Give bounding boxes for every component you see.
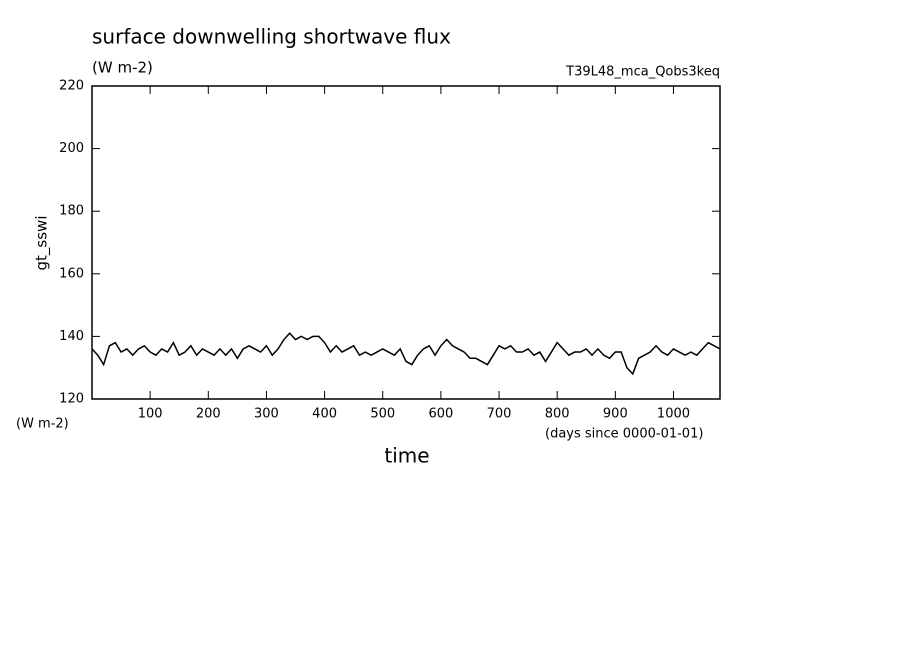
y-unit: (W m-2) — [16, 417, 69, 432]
y-tick-label: 220 — [59, 79, 84, 94]
x-axis-label: time — [384, 444, 429, 468]
x-tick-label: 1000 — [657, 407, 690, 422]
y-tick-label: 140 — [59, 329, 84, 344]
data-line — [91, 332, 721, 376]
annotation: T39L48_mca_Qobs3keq — [565, 65, 720, 80]
x-tick-label: 100 — [138, 407, 163, 422]
y-tick-label: 160 — [59, 266, 84, 281]
x-tick-label: 900 — [603, 407, 628, 422]
x-tick-label: 500 — [370, 407, 395, 422]
plot-frame — [91, 85, 721, 400]
y-axis-label: gt_sswi — [33, 216, 52, 271]
chart-title: surface downwelling shortwave flux — [92, 25, 451, 49]
x-tick-label: 800 — [545, 407, 570, 422]
x-tick-label: 600 — [428, 407, 453, 422]
x-tick-label: 700 — [487, 407, 512, 422]
x-tick-label: 300 — [254, 407, 279, 422]
chart-subtitle: (W m-2) — [92, 59, 153, 77]
x-tick-label: 400 — [312, 407, 337, 422]
x-tick-label: 200 — [196, 407, 221, 422]
y-tick-label: 180 — [59, 204, 84, 219]
x-unit: (days since 0000-01-01) — [545, 427, 703, 442]
y-tick-label: 200 — [59, 141, 84, 156]
y-tick-label: 120 — [59, 392, 84, 407]
